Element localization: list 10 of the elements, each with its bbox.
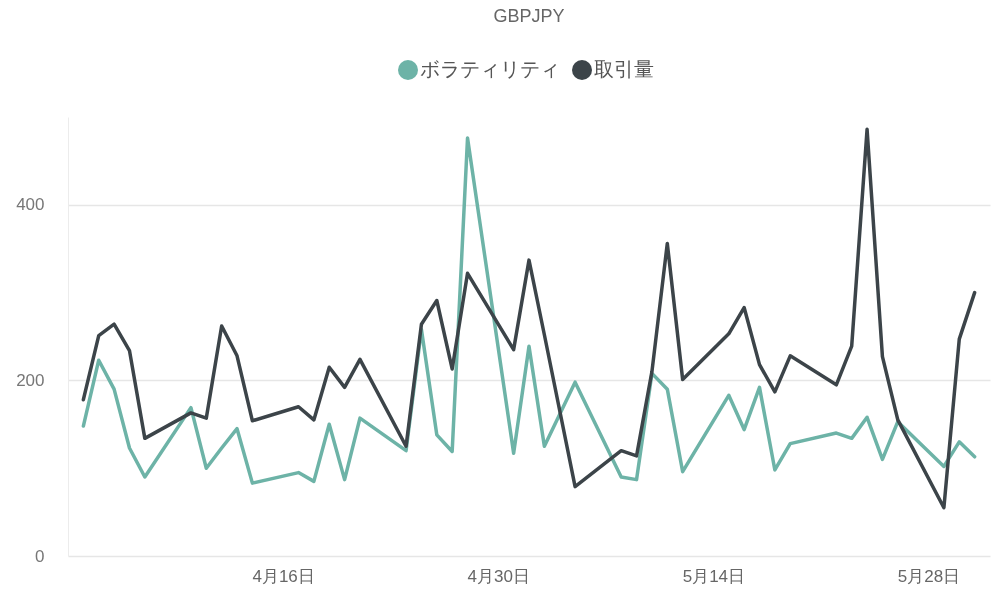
x-tick-label: 5月28日: [897, 566, 961, 586]
x-tick-label: 5月14日: [682, 566, 746, 586]
y-tick-label: 0: [35, 546, 45, 566]
y-tick-label: 200: [16, 370, 45, 390]
x-tick-label: 4月30日: [467, 566, 530, 586]
y-tick-label: 400: [16, 195, 45, 215]
x-tick-label: 4月16日: [252, 566, 315, 586]
legend-label: ボラティリティ: [420, 58, 560, 80]
chart-title: GBPJPY: [493, 6, 565, 26]
legend-label: 取引量: [594, 58, 654, 80]
